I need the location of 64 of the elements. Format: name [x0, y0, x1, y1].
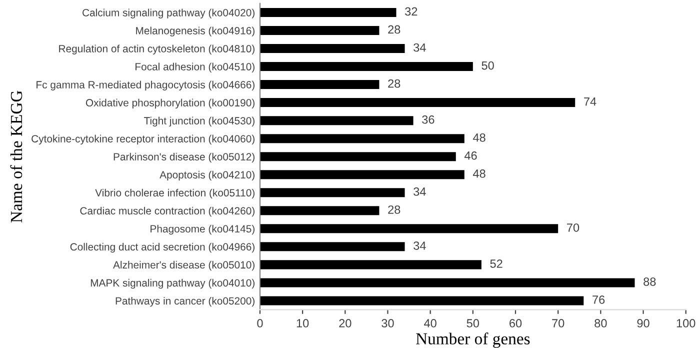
y-tick-label: Parkinson's disease (ko05012): [114, 152, 254, 163]
y-tick-label: Collecting duct acid secretion (ko04966): [70, 242, 254, 253]
bar: [260, 206, 380, 216]
x-tick-label: 50: [466, 319, 480, 328]
x-tick-label: 60: [510, 319, 522, 328]
y-tick-label: Oxidative phosphorylation (ko00190): [86, 98, 254, 108]
data-label: 34: [414, 43, 426, 52]
bar: [260, 278, 635, 288]
x-tick-label: 80: [594, 319, 607, 328]
bar: [260, 296, 584, 306]
bar: [260, 260, 482, 270]
bar: [260, 188, 405, 198]
y-tick-label: Phagosome (ko04145): [150, 224, 254, 235]
y-tick-label: Pathways in cancer (ko05200): [116, 296, 254, 307]
x-tick-label: 20: [339, 319, 352, 328]
bar: [260, 170, 464, 180]
data-label: 76: [592, 296, 605, 304]
y-tick-label: Tight junction (ko04530): [144, 116, 254, 127]
y-tick-label: Alzheimer's disease (ko05010): [113, 260, 254, 271]
y-tick-label: Calcium signaling pathway (ko04020): [82, 8, 254, 18]
y-tick-label: Regulation of actin cytoskeleton (ko04810): [59, 44, 254, 54]
x-tick-label: 100: [676, 319, 696, 328]
data-label: 48: [473, 169, 486, 178]
y-tick-label: Fc gamma R-mediated phagocytosis (ko04666): [36, 80, 254, 90]
bar: [260, 152, 456, 162]
bar: [260, 62, 473, 72]
bar: [260, 80, 380, 90]
data-label: 28: [388, 205, 400, 214]
bar: [260, 134, 464, 144]
data-label: 46: [464, 151, 477, 160]
y-axis-title: Name of the KEGG: [10, 90, 22, 223]
data-label: 32: [405, 7, 418, 16]
data-label: 88: [644, 278, 656, 286]
bar: [260, 224, 558, 234]
data-label: 48: [473, 133, 486, 142]
x-tick-label: 30: [382, 319, 394, 328]
data-label: 74: [584, 97, 596, 106]
data-label: 34: [414, 187, 426, 196]
data-label: 36: [422, 115, 434, 124]
bar: [260, 26, 380, 36]
x-tick-label: 0: [257, 319, 263, 328]
bar: [260, 8, 396, 17]
bar: [260, 44, 405, 54]
bar: [260, 116, 414, 126]
y-tick-label: Vibrio cholerae infection (ko05110): [95, 188, 254, 199]
y-tick-label: Cytokine-cytokine receptor interaction (ko04060): [32, 134, 254, 145]
x-tick-label: 70: [552, 319, 564, 328]
y-tick-label: Melanogenesis (ko04916): [136, 26, 254, 36]
x-tick-label: 10: [296, 319, 309, 328]
x-axis-title: Number of genes: [416, 332, 530, 348]
y-tick-label: Apoptosis (ko04210): [160, 170, 254, 181]
bar: [260, 98, 576, 108]
y-tick-label: MAPK signaling pathway (ko04010): [90, 278, 254, 289]
data-label: 28: [388, 25, 400, 34]
data-label: 70: [567, 223, 580, 232]
data-label: 28: [388, 79, 400, 88]
x-tick-label: 40: [424, 319, 436, 328]
bar: [260, 242, 405, 252]
x-tick-label: 90: [637, 319, 650, 328]
data-label: 52: [490, 259, 502, 268]
data-label: 50: [482, 61, 494, 70]
y-tick-label: Cardiac muscle contraction (ko04260): [80, 206, 254, 217]
y-tick-label: Focal adhesion (ko04510): [136, 62, 254, 72]
data-label: 34: [414, 241, 426, 250]
